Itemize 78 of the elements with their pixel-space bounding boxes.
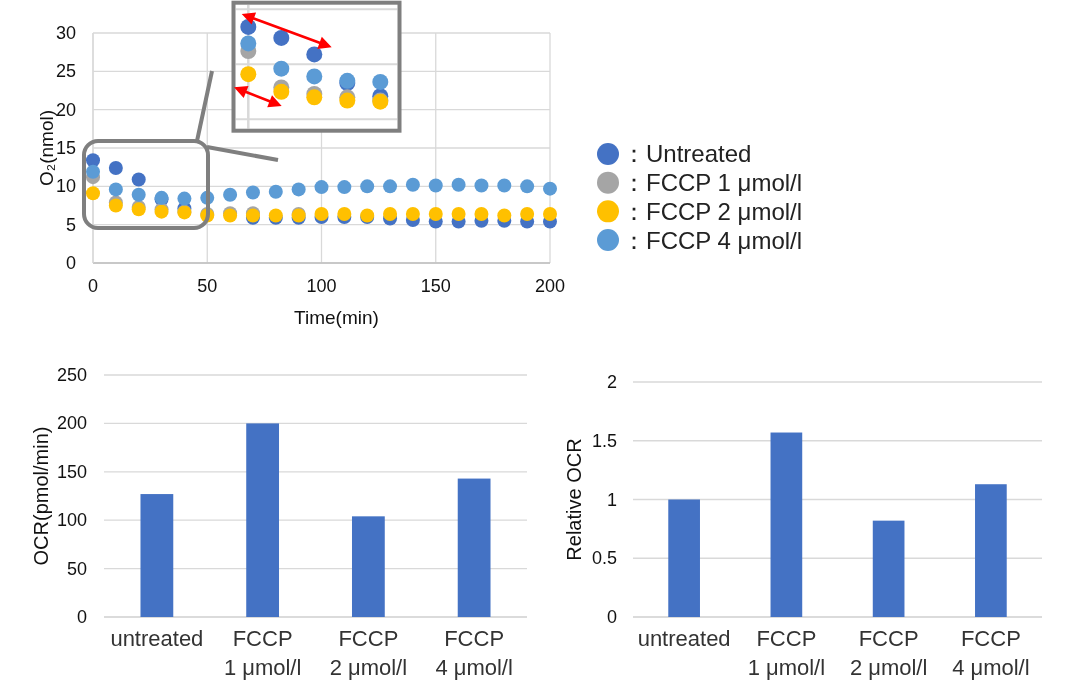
- point: [108, 160, 123, 175]
- point: [520, 206, 535, 221]
- point: [314, 180, 329, 195]
- y-tick-label: 0: [65, 253, 76, 273]
- point: [428, 178, 443, 193]
- legend-label: ：FCCP 1 μmol/l: [622, 169, 803, 197]
- y-tick-label: 15: [55, 138, 76, 158]
- bar: [351, 516, 385, 617]
- y-tick-label: 50: [66, 558, 87, 579]
- x-tick-label: 100: [306, 276, 337, 296]
- x-axis-title: Time(min): [294, 307, 379, 328]
- bar: [770, 432, 803, 617]
- y-tick-label: 0: [606, 607, 617, 627]
- bar: [457, 478, 491, 617]
- x-tick-label: FCCP 1 μmol/l: [223, 626, 302, 680]
- y-tick-label: 0.5: [591, 548, 617, 569]
- point: [108, 182, 123, 197]
- bar: [140, 494, 174, 617]
- point: [383, 179, 398, 194]
- point: [497, 178, 512, 193]
- point: [520, 179, 535, 194]
- point: [405, 177, 420, 192]
- x-tick-label: FCCP 2 μmol/l: [849, 626, 928, 680]
- legend-label: ：FCCP 4 μmol/l: [622, 226, 803, 254]
- bar: [975, 484, 1007, 617]
- point: [177, 191, 192, 206]
- y-tick-label: 5: [65, 214, 76, 235]
- y-tick-label: 100: [56, 510, 87, 531]
- y-axis-title: Relative OCR: [563, 438, 585, 561]
- y-tick-label: 150: [56, 461, 87, 482]
- point: [543, 181, 557, 196]
- point: [451, 206, 466, 221]
- point: [131, 187, 146, 202]
- y-tick-label: 25: [55, 61, 76, 82]
- legend-label: ：FCCP 2 μmol/l: [622, 197, 803, 225]
- point: [337, 206, 352, 221]
- y-tick-label: 250: [56, 365, 87, 385]
- y-tick-label: 10: [55, 176, 76, 197]
- point: [474, 178, 489, 193]
- point: [86, 186, 100, 201]
- point: [451, 177, 466, 192]
- point: [86, 164, 100, 179]
- legend-label: ：Untreated: [622, 140, 752, 168]
- x-tick-label: FCCP 1 μmol/l: [747, 626, 826, 680]
- bar: [668, 499, 700, 617]
- x-tick-label: FCCP 2 μmol/l: [329, 626, 408, 680]
- point: [360, 179, 375, 194]
- point: [543, 206, 557, 221]
- point: [131, 172, 146, 187]
- x-tick-label: FCCP 4 μmol/l: [435, 626, 513, 680]
- point: [405, 206, 420, 221]
- point: [86, 153, 100, 168]
- y-tick-label: 2: [606, 372, 617, 392]
- x-tick-label: 50: [197, 276, 218, 296]
- x-tick-label: 200: [534, 276, 566, 296]
- y-tick-label: 1.5: [591, 430, 617, 451]
- x-tick-label: FCCP 4 μmol/l: [952, 626, 1030, 680]
- point: [337, 180, 352, 195]
- y-tick-label: 0: [76, 607, 87, 627]
- point: [497, 208, 512, 223]
- bar: [246, 423, 280, 617]
- x-tick-label: 150: [420, 276, 451, 296]
- point: [223, 187, 238, 202]
- point: [314, 206, 329, 221]
- bar: [872, 520, 905, 617]
- y-axis-title: O₂(nmol): [35, 110, 57, 186]
- point: [383, 206, 398, 221]
- y-tick-label: 1: [606, 489, 617, 510]
- point: [245, 185, 260, 200]
- y-axis-title: OCR(pmol/min): [30, 426, 52, 566]
- point: [428, 206, 443, 221]
- point: [291, 182, 306, 197]
- y-tick-label: 30: [55, 23, 76, 43]
- point: [268, 184, 283, 199]
- point: [474, 206, 489, 221]
- y-tick-label: 200: [56, 413, 87, 434]
- x-tick-label: untreated: [637, 626, 731, 651]
- x-tick-label: untreated: [110, 626, 204, 651]
